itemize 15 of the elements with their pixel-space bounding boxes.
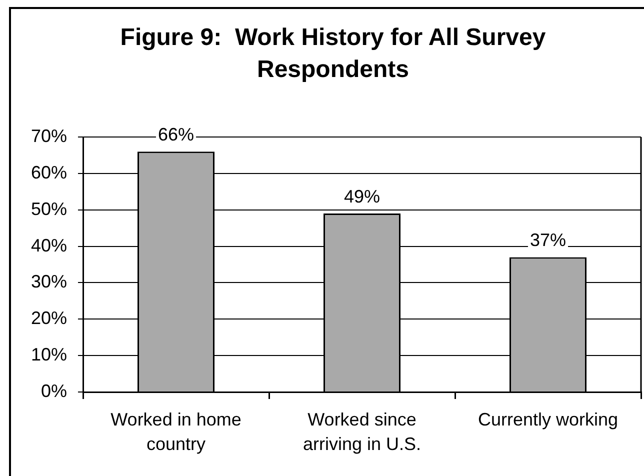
y-tick-label: 10% — [30, 344, 67, 365]
data-label: 37% — [530, 230, 566, 250]
y-tick-label: 0% — [40, 380, 67, 401]
y-tick-label: 70% — [30, 126, 67, 146]
y-tick-label: 50% — [30, 198, 67, 219]
chart-title: Figure 9: Work History for All Survey Respondents — [119, 23, 547, 85]
x-tick-label: Worked since arriving in U.S. — [302, 409, 422, 454]
y-tick-label: 30% — [30, 272, 67, 292]
x-tick-label: Currently working — [478, 409, 618, 430]
data-label: 66% — [158, 124, 194, 145]
y-tick-label: 20% — [30, 308, 67, 328]
data-label: 49% — [344, 186, 380, 206]
x-tick-label: Worked in home country — [110, 409, 242, 454]
y-tick-label: 60% — [30, 162, 67, 182]
y-tick-label: 40% — [30, 235, 67, 256]
